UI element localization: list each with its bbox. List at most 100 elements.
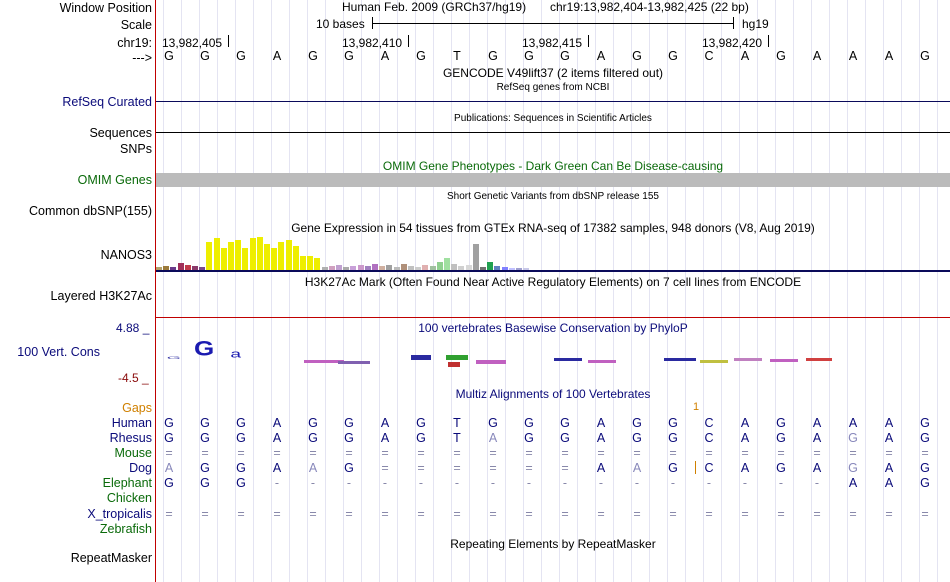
refseq-title[interactable]: RefSeq genes from NCBI [496, 82, 610, 93]
gtex-tissue-bar[interactable] [465, 265, 472, 270]
species-label-chicken[interactable]: Chicken [106, 491, 152, 505]
gtex-tissue-bar[interactable] [357, 265, 364, 270]
aligned-base: = [633, 507, 641, 521]
gtex-tissue-bar[interactable] [300, 256, 306, 270]
gtex-tissue-bar[interactable] [458, 266, 465, 270]
gtex-tissue-bar[interactable] [285, 240, 292, 270]
gtex-tissue-bar[interactable] [516, 268, 522, 270]
publications-title[interactable]: Publications: Sequences in Scientific Ar… [454, 113, 652, 124]
species-label-mouse[interactable]: Mouse [114, 446, 152, 460]
snps-label[interactable]: SNPs [120, 142, 152, 156]
dbsnp-title[interactable]: Short Genetic Variants from dbSNP releas… [447, 191, 659, 202]
gtex-tissue-bar[interactable] [379, 266, 386, 270]
gencode-title[interactable]: GENCODE V49lift37 (2 items filtered out) [442, 66, 664, 80]
dbsnp-label[interactable]: Common dbSNP(155) [29, 204, 152, 218]
omim-gene-bar[interactable] [156, 173, 950, 187]
gtex-tissue-bar[interactable] [501, 267, 508, 270]
gtex-tissue-bar[interactable] [184, 265, 191, 270]
gtex-tissue-bar[interactable] [206, 242, 213, 270]
gtex-tissue-bar[interactable] [256, 237, 263, 270]
ref-base: G [236, 49, 246, 63]
gtex-tissue-bar[interactable] [249, 238, 256, 270]
aligned-base: = [669, 446, 677, 460]
gtex-tissue-bar[interactable] [480, 267, 486, 270]
gtex-tissue-bar[interactable] [328, 266, 335, 270]
gtex-tissue-bar[interactable] [408, 266, 414, 270]
gtex-tissue-bar[interactable] [451, 264, 458, 270]
gtex-tissue-bar[interactable] [436, 262, 443, 270]
gtex-tissue-bar[interactable] [314, 258, 321, 270]
omim-title[interactable]: OMIM Gene Phenotypes - Dark Green Can Be… [382, 159, 724, 173]
h3k27ac-label[interactable]: Layered H3K27Ac [50, 289, 152, 303]
gtex-tissue-bar[interactable] [321, 267, 328, 270]
gtex-tissue-bar[interactable] [156, 267, 162, 270]
gtex-tissue-bar[interactable] [494, 266, 501, 270]
aligned-base: = [309, 507, 317, 521]
gtex-label[interactable]: NANOS3 [100, 248, 152, 262]
gtex-tissue-bar[interactable] [523, 268, 530, 270]
grid-line [343, 0, 344, 582]
gtex-tissue-bar[interactable] [429, 266, 436, 270]
refseq-label[interactable]: RefSeq Curated [62, 95, 152, 109]
aligned-base: G [668, 416, 678, 430]
multiz-title[interactable]: Multiz Alignments of 100 Vertebrates [455, 387, 651, 401]
gtex-title[interactable]: Gene Expression in 54 tissues from GTEx … [291, 221, 815, 235]
species-label-human[interactable]: Human [111, 416, 152, 430]
gtex-tissue-bar[interactable] [415, 267, 422, 270]
species-label-zebrafish[interactable]: Zebrafish [99, 522, 152, 536]
gtex-tissue-bar[interactable] [336, 265, 342, 270]
aligned-base: G [164, 476, 174, 490]
sequences-label[interactable]: Sequences [89, 126, 152, 140]
gtex-bar-chart[interactable] [156, 230, 556, 270]
cons-label[interactable]: 100 Vert. Cons [17, 345, 100, 359]
assembly-title: Human Feb. 2009 (GRCh37/hg19) [342, 0, 527, 14]
species-label-elephant[interactable]: Elephant [102, 476, 152, 490]
ref-base: G [416, 49, 426, 63]
aligned-base: = [237, 507, 245, 521]
gtex-tissue-bar[interactable] [386, 265, 393, 270]
coord-tick: 13,982,420 [702, 36, 763, 50]
gtex-tissue-bar[interactable] [472, 244, 479, 270]
aligned-base: G [164, 431, 174, 445]
species-label-x_tropicalis[interactable]: X_tropicalis [87, 507, 152, 521]
gtex-tissue-bar[interactable] [271, 248, 278, 270]
ref-base: G [524, 49, 534, 63]
gtex-tissue-bar[interactable] [177, 263, 184, 270]
gtex-tissue-bar[interactable] [307, 256, 314, 270]
aligned-base: - [418, 476, 424, 490]
gtex-tissue-bar[interactable] [393, 267, 400, 270]
gtex-tissue-bar[interactable] [163, 266, 170, 270]
omim-label[interactable]: OMIM Genes [77, 173, 152, 187]
species-label-dog[interactable]: Dog [129, 461, 152, 475]
gtex-tissue-bar[interactable] [343, 267, 350, 270]
gtex-tissue-bar[interactable] [350, 266, 357, 270]
gtex-tissue-bar[interactable] [235, 240, 242, 270]
gtex-tissue-bar[interactable] [278, 242, 285, 270]
gtex-tissue-bar[interactable] [508, 268, 515, 270]
gtex-tissue-bar[interactable] [444, 258, 450, 270]
species-label-rhesus[interactable]: Rhesus [109, 431, 152, 445]
conservation-logo[interactable]: G G a [156, 338, 950, 374]
gtex-tissue-bar[interactable] [228, 242, 234, 270]
grid-line [937, 0, 938, 582]
repeat-title[interactable]: Repeating Elements by RepeatMasker [450, 537, 656, 551]
gtex-tissue-bar[interactable] [242, 248, 249, 270]
gtex-tissue-bar[interactable] [192, 266, 198, 270]
gtex-tissue-bar[interactable] [213, 238, 220, 270]
gtex-tissue-bar[interactable] [372, 264, 378, 270]
gtex-tissue-bar[interactable] [292, 246, 299, 270]
gtex-tissue-bar[interactable] [199, 267, 206, 270]
ref-base: G [308, 49, 318, 63]
gtex-tissue-bar[interactable] [364, 266, 371, 270]
cons-title[interactable]: 100 vertebrates Basewise Conservation by… [418, 321, 688, 335]
gtex-tissue-bar[interactable] [487, 262, 494, 270]
gtex-tissue-bar[interactable] [220, 248, 227, 270]
gtex-tissue-bar[interactable] [400, 264, 407, 270]
gtex-tissue-bar[interactable] [170, 267, 177, 270]
gtex-tissue-bar[interactable] [422, 265, 429, 270]
aligned-base: = [237, 446, 245, 460]
repeat-label[interactable]: RepeatMasker [70, 551, 152, 565]
gtex-tissue-bar[interactable] [264, 244, 270, 270]
gaps-label[interactable]: Gaps [122, 401, 152, 415]
h3k27ac-title[interactable]: H3K27Ac Mark (Often Found Near Active Re… [304, 275, 802, 289]
